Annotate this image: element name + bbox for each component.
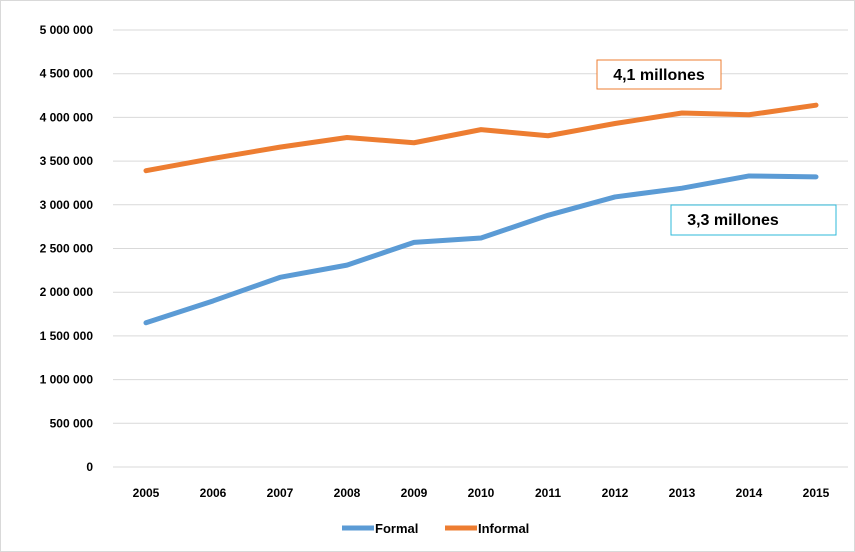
y-tick-label: 4 000 000 <box>40 110 94 124</box>
series-line-informal <box>143 102 819 174</box>
x-tick-label: 2006 <box>200 486 227 500</box>
x-tick-label: 2015 <box>803 486 830 500</box>
x-tick-label: 2010 <box>468 486 495 500</box>
legend: Formal Informal <box>342 521 529 536</box>
callout-formal-box <box>670 204 837 236</box>
x-tick-label: 2007 <box>267 486 294 500</box>
x-tick-label: 2009 <box>401 486 428 500</box>
callout-informal-box <box>596 59 722 90</box>
y-tick-label: 500 000 <box>50 416 94 430</box>
y-tick-label: 4 500 000 <box>40 67 94 81</box>
y-tick-label: 5 000 000 <box>40 23 94 37</box>
callout-informal-label: 4,1 millones <box>613 67 705 84</box>
callout-formal-label: 3,3 millones <box>687 212 779 229</box>
x-axis-ticks: 2005 2006 2007 2008 2009 2010 2011 2012 2013 2014… <box>133 486 830 500</box>
x-tick-label: 2013 <box>669 486 696 500</box>
legend-formal-label: Formal <box>375 521 418 536</box>
x-tick-label: 2008 <box>334 486 361 500</box>
callout-informal: 4,1 millones <box>596 59 722 90</box>
y-tick-label: 0 <box>86 460 93 474</box>
x-tick-label: 2011 <box>535 486 561 500</box>
x-tick-label: 2005 <box>133 486 160 500</box>
series-lines <box>143 102 819 326</box>
y-tick-label: 3 000 000 <box>40 198 94 212</box>
y-tick-label: 2 000 000 <box>40 285 94 299</box>
series-line-formal <box>143 173 819 326</box>
y-axis-ticks: 0 500 000 1 000 000 1 500 000 2 000 000 2 500… <box>40 23 94 474</box>
y-tick-label: 1 500 000 <box>40 329 94 343</box>
gridlines <box>113 29 848 468</box>
y-tick-label: 3 500 000 <box>40 154 94 168</box>
x-tick-label: 2014 <box>736 486 763 500</box>
callout-formal: 3,3 millones <box>670 204 837 236</box>
legend-informal-label: Informal <box>478 521 529 536</box>
y-tick-label: 1 000 000 <box>40 373 94 387</box>
y-tick-label: 2 500 000 <box>40 242 94 256</box>
x-tick-label: 2012 <box>602 486 629 500</box>
